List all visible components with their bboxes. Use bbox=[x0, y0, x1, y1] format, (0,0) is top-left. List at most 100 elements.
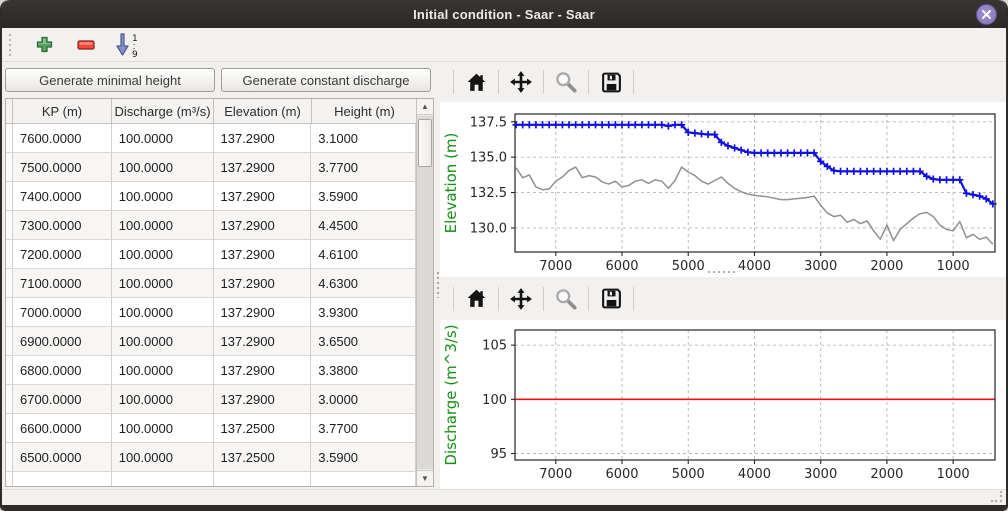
plot-zoom-button[interactable] bbox=[551, 67, 581, 97]
remove-row-button[interactable] bbox=[73, 32, 99, 58]
table-scrollbar[interactable]: ▲ ▼ bbox=[416, 99, 433, 486]
sort-rows-button[interactable]: 1 9 bbox=[115, 32, 141, 58]
plot-zoom-button[interactable] bbox=[551, 284, 581, 314]
generate-minimal-height-button[interactable]: Generate minimal height bbox=[5, 68, 215, 92]
table-cell[interactable] bbox=[311, 472, 416, 486]
table-cell[interactable]: 100.0000 bbox=[111, 124, 214, 153]
table-cell[interactable] bbox=[13, 472, 112, 486]
table-row[interactable]: 7400.0000 100.0000 137.2900 3.5900 bbox=[6, 182, 416, 211]
table-row[interactable]: 7300.0000 100.0000 137.2900 4.4500 bbox=[6, 211, 416, 240]
scrollbar-thumb[interactable] bbox=[418, 119, 432, 167]
plot-pan-button[interactable] bbox=[506, 67, 536, 97]
titlebar[interactable]: Initial condition - Saar - Saar bbox=[2, 0, 1006, 28]
table-row[interactable]: 6800.0000 100.0000 137.2900 3.3800 bbox=[6, 356, 416, 385]
table-cell[interactable]: 7400.0000 bbox=[12, 182, 112, 211]
table-row[interactable]: 7200.0000 100.0000 137.2900 4.6100 bbox=[6, 240, 416, 269]
plot-home-button[interactable] bbox=[461, 284, 491, 314]
table-cell[interactable]: 4.6100 bbox=[311, 240, 416, 269]
table-cell[interactable]: 7300.0000 bbox=[12, 211, 112, 240]
table-cell[interactable]: 100.0000 bbox=[111, 414, 214, 443]
add-icon bbox=[36, 36, 52, 53]
table-row[interactable]: 7100.0000 100.0000 137.2900 4.6300 bbox=[6, 269, 416, 298]
table-cell[interactable]: 3.0000 bbox=[311, 385, 416, 414]
left-panel: Generate minimal height Generate constan… bbox=[2, 62, 434, 490]
table-cell[interactable]: 7600.0000 bbox=[12, 124, 112, 153]
table-cell[interactable]: 137.2900 bbox=[213, 298, 312, 327]
table-row[interactable]: 7500.0000 100.0000 137.2900 3.7700 bbox=[6, 153, 416, 182]
table-cell[interactable]: 137.2900 bbox=[213, 269, 312, 298]
elevation-chart[interactable]: 7000 6000 5000 4000 3000 2000 1000 137.5 135.0 13… bbox=[440, 102, 1006, 277]
table-cell[interactable]: 137.2900 bbox=[213, 240, 312, 269]
table-cell[interactable]: 3.5900 bbox=[311, 443, 416, 472]
table-cell[interactable]: 3.6500 bbox=[311, 327, 416, 356]
table-cell[interactable]: 100.0000 bbox=[111, 298, 214, 327]
table-cell[interactable]: 4.6300 bbox=[311, 269, 416, 298]
column-header-elevation[interactable]: Elevation (m) bbox=[214, 99, 312, 123]
close-button[interactable] bbox=[976, 4, 997, 25]
table-row[interactable]: 6500.0000 100.0000 137.2500 3.5900 bbox=[6, 443, 416, 472]
add-row-button[interactable] bbox=[31, 32, 57, 58]
table-cell[interactable]: 100.0000 bbox=[111, 182, 214, 211]
table-cell[interactable]: 137.2900 bbox=[213, 211, 312, 240]
plot-home-button[interactable] bbox=[461, 67, 491, 97]
scroll-down-button[interactable]: ▼ bbox=[417, 470, 433, 486]
table-cell[interactable]: 137.2900 bbox=[213, 356, 312, 385]
plot-save-button[interactable] bbox=[596, 67, 626, 97]
table-cell[interactable]: 100.0000 bbox=[111, 240, 214, 269]
vertical-splitter[interactable] bbox=[434, 62, 440, 490]
toolbar-drag-handle[interactable] bbox=[6, 33, 13, 56]
table-cell[interactable]: 7100.0000 bbox=[12, 269, 112, 298]
table-cell[interactable]: 6500.0000 bbox=[12, 443, 112, 472]
table-cell[interactable]: 7200.0000 bbox=[12, 240, 112, 269]
table-row[interactable]: 6900.0000 100.0000 137.2900 3.6500 bbox=[6, 327, 416, 356]
table-cell[interactable]: 7500.0000 bbox=[12, 153, 112, 182]
table-row[interactable]: 6600.0000 100.0000 137.2500 3.7700 bbox=[6, 414, 416, 443]
table-cell[interactable]: 100.0000 bbox=[111, 356, 214, 385]
table-cell[interactable]: 137.2900 bbox=[213, 327, 312, 356]
table-cell[interactable] bbox=[214, 472, 312, 486]
table-cell[interactable]: 6900.0000 bbox=[12, 327, 112, 356]
table-cell[interactable]: 6700.0000 bbox=[12, 385, 112, 414]
table-row[interactable]: 7600.0000 100.0000 137.2900 3.1000 bbox=[6, 124, 416, 153]
table-cell[interactable]: 137.2900 bbox=[213, 153, 312, 182]
table-cell[interactable]: 137.2900 bbox=[213, 385, 312, 414]
generate-constant-discharge-button[interactable]: Generate constant discharge bbox=[221, 68, 431, 92]
table-cell[interactable]: 6800.0000 bbox=[12, 356, 112, 385]
table-cell[interactable]: 100.0000 bbox=[111, 327, 214, 356]
column-header-kp[interactable]: KP (m) bbox=[13, 99, 112, 123]
table-row[interactable]: 6700.0000 100.0000 137.2900 3.0000 bbox=[6, 385, 416, 414]
table-cell[interactable]: 100.0000 bbox=[111, 153, 214, 182]
table-cell[interactable]: 4.4500 bbox=[311, 211, 416, 240]
table-cell[interactable] bbox=[112, 472, 214, 486]
scroll-up-button[interactable]: ▲ bbox=[417, 99, 433, 115]
table-cell[interactable]: 137.2900 bbox=[213, 182, 312, 211]
table-cell[interactable]: 3.7700 bbox=[311, 153, 416, 182]
table-cell[interactable]: 100.0000 bbox=[111, 443, 214, 472]
svg-text:95: 95 bbox=[490, 447, 507, 462]
svg-text:130.0: 130.0 bbox=[470, 221, 507, 236]
resize-grip[interactable] bbox=[991, 491, 1003, 503]
table-cell[interactable]: 100.0000 bbox=[111, 385, 214, 414]
table-cell[interactable]: 137.2500 bbox=[213, 443, 312, 472]
table-cell[interactable]: 3.7700 bbox=[311, 414, 416, 443]
table-cell[interactable]: 3.5900 bbox=[311, 182, 416, 211]
plot-pan-button[interactable] bbox=[506, 284, 536, 314]
table-cell[interactable]: 137.2500 bbox=[213, 414, 312, 443]
table-cell[interactable]: 137.2900 bbox=[213, 124, 312, 153]
table-row-partial[interactable] bbox=[6, 472, 416, 486]
table-cell[interactable]: 3.1000 bbox=[311, 124, 416, 153]
table-cell[interactable]: 6600.0000 bbox=[12, 414, 112, 443]
plot-save-button[interactable] bbox=[596, 284, 626, 314]
table-cell[interactable]: 100.0000 bbox=[111, 269, 214, 298]
table-cell[interactable]: 100.0000 bbox=[111, 211, 214, 240]
table-header: KP (m) Discharge (m³/s) Elevation (m) He… bbox=[6, 99, 433, 124]
table-cell[interactable]: 3.3800 bbox=[311, 356, 416, 385]
table-cell[interactable]: 7000.0000 bbox=[12, 298, 112, 327]
discharge-chart[interactable]: 7000 6000 5000 4000 3000 2000 1000 105 100 95 Disc… bbox=[440, 320, 1006, 490]
table-row[interactable]: 7000.0000 100.0000 137.2900 3.9300 bbox=[6, 298, 416, 327]
column-header-height[interactable]: Height (m) bbox=[334, 103, 395, 119]
table-cell[interactable]: 3.9300 bbox=[311, 298, 416, 327]
scrollbar-track[interactable] bbox=[417, 116, 433, 469]
column-header-discharge[interactable]: Discharge (m³/s) bbox=[112, 99, 214, 123]
row-gutter bbox=[6, 472, 13, 486]
